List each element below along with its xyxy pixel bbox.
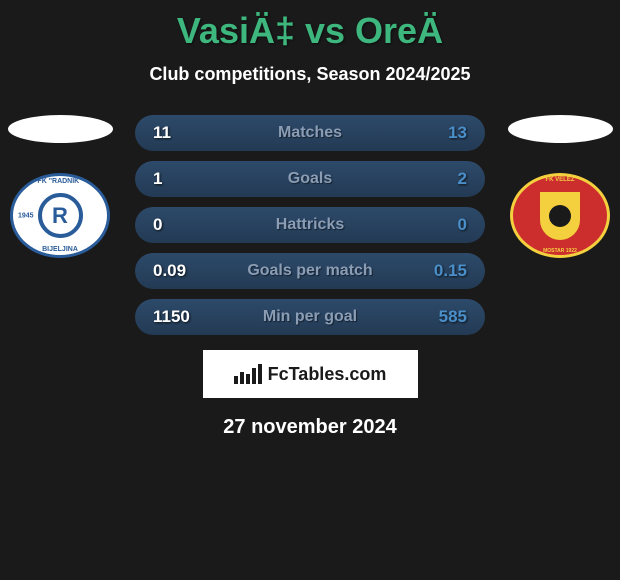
stat-left-value: 0.09 bbox=[153, 261, 203, 281]
stat-row: 0 Hattricks 0 bbox=[135, 207, 485, 243]
content-area: FK "RADNIK" 1945 R BIJELJINA FK VELEZ MO… bbox=[0, 115, 620, 439]
stat-row: 1150 Min per goal 585 bbox=[135, 299, 485, 335]
stat-left-value: 11 bbox=[153, 123, 203, 143]
subtitle: Club competitions, Season 2024/2025 bbox=[0, 64, 620, 85]
left-club-badge: FK "RADNIK" 1945 R BIJELJINA bbox=[10, 173, 110, 258]
right-player-placeholder bbox=[508, 115, 613, 143]
stat-label: Goals bbox=[288, 170, 332, 188]
stats-container: 11 Matches 13 1 Goals 2 0 Hattricks 0 0.… bbox=[135, 115, 485, 335]
left-badge-letter: R bbox=[38, 193, 83, 238]
stat-label: Goals per match bbox=[247, 262, 372, 280]
stat-label: Hattricks bbox=[276, 216, 344, 234]
right-club-badge: FK VELEZ MOSTAR 1922 bbox=[510, 173, 610, 258]
stat-right-value: 2 bbox=[417, 169, 467, 189]
stat-right-value: 13 bbox=[417, 123, 467, 143]
left-player-placeholder bbox=[8, 115, 113, 143]
stat-label: Matches bbox=[278, 124, 342, 142]
right-badge-bottom-text: MOSTAR 1922 bbox=[543, 248, 577, 254]
date-text: 27 november 2024 bbox=[0, 416, 620, 439]
right-badge-top-text: FK VELEZ bbox=[545, 177, 574, 183]
stat-label: Min per goal bbox=[263, 308, 357, 326]
soccer-ball-icon bbox=[549, 205, 571, 227]
right-player-column: FK VELEZ MOSTAR 1922 bbox=[500, 115, 620, 258]
stat-row: 1 Goals 2 bbox=[135, 161, 485, 197]
stat-right-value: 0 bbox=[417, 215, 467, 235]
left-badge-top-text: FK "RADNIK" bbox=[37, 178, 82, 185]
page-title: VasiÄ‡ vs OreÄ bbox=[0, 0, 620, 52]
stat-left-value: 1150 bbox=[153, 307, 203, 327]
branding-box[interactable]: FcTables.com bbox=[203, 350, 418, 398]
branding-text: FcTables.com bbox=[268, 364, 387, 385]
stat-right-value: 0.15 bbox=[417, 261, 467, 281]
left-player-column: FK "RADNIK" 1945 R BIJELJINA bbox=[0, 115, 120, 258]
stat-row: 11 Matches 13 bbox=[135, 115, 485, 151]
stat-left-value: 1 bbox=[153, 169, 203, 189]
chart-icon bbox=[234, 364, 262, 384]
left-badge-bottom-text: BIJELJINA bbox=[42, 246, 78, 253]
stat-row: 0.09 Goals per match 0.15 bbox=[135, 253, 485, 289]
left-badge-year: 1945 bbox=[18, 212, 34, 219]
stat-left-value: 0 bbox=[153, 215, 203, 235]
right-badge-shield bbox=[540, 192, 580, 240]
stat-right-value: 585 bbox=[417, 307, 467, 327]
